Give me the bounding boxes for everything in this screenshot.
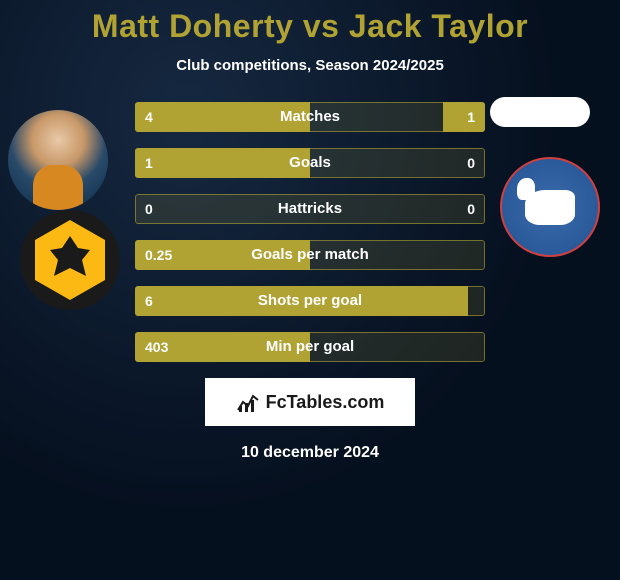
branding-badge: FcTables.com xyxy=(205,378,415,426)
stat-bar-row: 10Goals xyxy=(135,148,485,178)
stat-bar-row: 41Matches xyxy=(135,102,485,132)
bar-label: Goals per match xyxy=(135,240,485,270)
bar-label: Goals xyxy=(135,148,485,178)
bar-label: Shots per goal xyxy=(135,286,485,316)
chart-icon xyxy=(236,390,260,414)
date-text: 10 december 2024 xyxy=(0,444,620,462)
bar-label: Hattricks xyxy=(135,194,485,224)
branding-text: FcTables.com xyxy=(266,392,385,413)
subtitle: Club competitions, Season 2024/2025 xyxy=(0,57,620,74)
club-right-badge xyxy=(500,157,600,257)
stat-bar-row: 00Hattricks xyxy=(135,194,485,224)
ipswich-icon xyxy=(525,190,575,225)
club-left-badge xyxy=(20,210,120,310)
player-right-avatar xyxy=(490,97,590,127)
stat-bar-row: 6Shots per goal xyxy=(135,286,485,316)
bar-label: Matches xyxy=(135,102,485,132)
wolves-icon xyxy=(35,220,105,300)
stat-bar-row: 0.25Goals per match xyxy=(135,240,485,270)
content-wrapper: Matt Doherty vs Jack Taylor Club competi… xyxy=(0,0,620,580)
stat-bars: 41Matches 10Goals 00Hattricks 0.25Goals per… xyxy=(135,102,485,362)
comparison-area: 41Matches 10Goals 00Hattricks 0.25Goals per… xyxy=(0,102,620,362)
bar-label: Min per goal xyxy=(135,332,485,362)
player-left-avatar xyxy=(8,110,108,210)
stat-bar-row: 403Min per goal xyxy=(135,332,485,362)
page-title: Matt Doherty vs Jack Taylor xyxy=(0,0,620,45)
